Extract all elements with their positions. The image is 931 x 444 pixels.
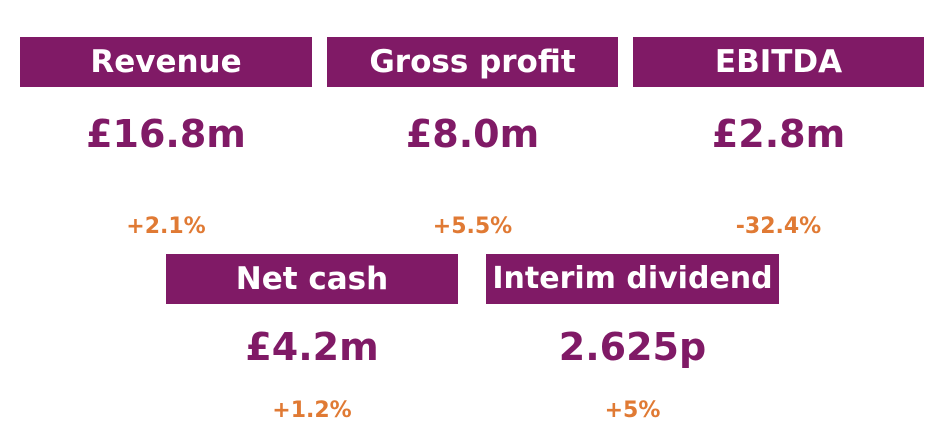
kpi-card-gross-profit: Gross profit £8.0m +5.5% (327, 37, 618, 257)
kpi-change: -32.4% (735, 214, 822, 239)
kpi-change: +5.5% (432, 214, 513, 239)
kpi-label: Gross profit (327, 37, 618, 87)
kpi-value: £8.0m (405, 112, 540, 156)
kpi-value: 2.625p (558, 325, 707, 369)
kpi-label: EBITDA (633, 37, 924, 87)
kpi-card-ebitda: EBITDA £2.8m -32.4% (633, 37, 924, 257)
kpi-label: Interim dividend (486, 254, 779, 304)
kpi-change: +1.2% (272, 398, 352, 423)
kpi-label: Net cash (166, 254, 458, 304)
kpi-card-net-cash: Net cash £4.2m +1.2% (166, 254, 458, 444)
kpi-value: £16.8m (86, 112, 246, 156)
kpi-card-revenue: Revenue £16.8m +2.1% (20, 37, 312, 257)
kpi-value: £2.8m (711, 112, 846, 156)
kpi-change: +5% (604, 398, 661, 423)
kpi-card-interim-dividend: Interim dividend 2.625p +5% (486, 254, 779, 444)
kpi-value: £4.2m (245, 325, 379, 369)
kpi-change: +2.1% (126, 214, 206, 239)
kpi-label: Revenue (20, 37, 312, 87)
